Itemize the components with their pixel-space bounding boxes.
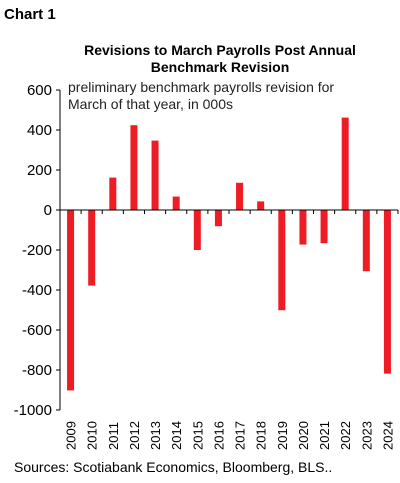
y-tick-label--600: -600 — [22, 322, 52, 339]
y-tick-label-400: 400 — [27, 122, 52, 139]
bar-2015 — [193, 210, 201, 250]
bar-2023 — [362, 210, 370, 272]
x-tick-label-2017: 2017 — [233, 421, 248, 450]
annotation-line-1: preliminary benchmark payrolls revision … — [68, 79, 335, 95]
y-tick-label-200: 200 — [27, 162, 52, 179]
bar-2022 — [341, 117, 349, 210]
chart-label: Chart 1 — [4, 6, 56, 23]
bar-2024 — [383, 210, 391, 374]
bar-2021 — [320, 210, 328, 244]
bar-2011 — [109, 177, 117, 210]
bar-2014 — [172, 196, 180, 210]
x-tick-label-2024: 2024 — [380, 421, 395, 450]
bar-2017 — [236, 182, 244, 210]
x-tick-label-2023: 2023 — [359, 421, 374, 450]
x-tick-label-2019: 2019 — [275, 421, 290, 450]
x-tick-label-2018: 2018 — [254, 421, 269, 450]
x-tick-label-2020: 2020 — [296, 421, 311, 450]
y-tick-label-0: 0 — [44, 202, 52, 219]
x-tick-label-2022: 2022 — [338, 421, 353, 450]
x-tick-label-2009: 2009 — [64, 421, 79, 450]
y-tick-label--200: -200 — [22, 242, 52, 259]
chart-title-line-1: Revisions to March Payrolls Post Annual — [84, 42, 356, 58]
x-tick-label-2021: 2021 — [317, 421, 332, 450]
y-tick-label--1000: -1000 — [14, 402, 52, 419]
x-tick-label-2016: 2016 — [211, 421, 226, 450]
x-tick-label-2012: 2012 — [127, 421, 142, 450]
bar-2012 — [130, 125, 138, 210]
bar-2009 — [67, 210, 75, 391]
chart-title: Revisions to March Payrolls Post Annual … — [30, 42, 400, 76]
bar-2016 — [214, 210, 222, 227]
y-tick-label--400: -400 — [22, 282, 52, 299]
y-tick-label--800: -800 — [22, 362, 52, 379]
bar-2010 — [88, 210, 96, 286]
bar-2018 — [257, 201, 265, 210]
x-tick-label-2011: 2011 — [106, 422, 121, 450]
source-note: Sources: Scotiabank Economics, Bloomberg… — [14, 459, 333, 475]
x-tick-label-2015: 2015 — [190, 421, 205, 450]
chart-title-line-2: Benchmark Revision — [150, 59, 290, 75]
x-tick-label-2014: 2014 — [169, 421, 184, 450]
x-tick-label-2013: 2013 — [148, 421, 163, 450]
bar-2013 — [151, 140, 159, 210]
chart-annotation: preliminary benchmark payrolls revision … — [68, 79, 334, 113]
annotation-line-2: March of that year, in 000s — [68, 96, 233, 112]
y-tick-label-600: 600 — [27, 82, 52, 99]
bar-2019 — [278, 210, 286, 311]
x-tick-label-2010: 2010 — [85, 421, 100, 450]
bar-2020 — [299, 210, 307, 245]
